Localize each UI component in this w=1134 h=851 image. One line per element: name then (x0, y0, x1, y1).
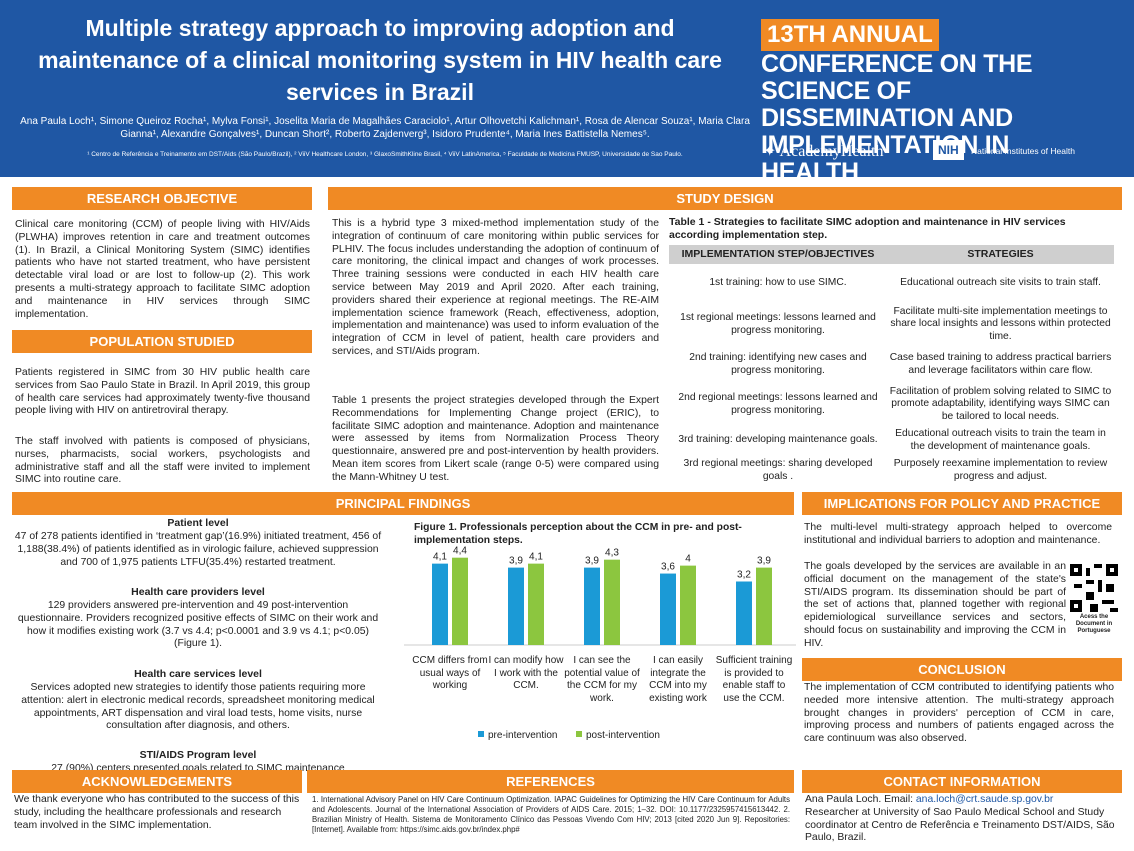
bar-pre-2 (584, 567, 600, 645)
study-design-text-1: This is a hybrid type 3 mixed-method imp… (332, 218, 659, 357)
bar-post-3 (680, 565, 696, 645)
population-text-2: The staff involved with patients is comp… (15, 436, 310, 486)
table1-strategy-cell: Facilitation of problem solving related … (889, 385, 1112, 422)
bar-post-1 (528, 563, 544, 645)
table1-row: 2nd training: identifying new cases and … (669, 346, 1114, 384)
bar-label: 3,9 (509, 556, 523, 567)
table1-row: 1st training: how to use SIMC. Educationa… (669, 264, 1114, 304)
legend-swatch (478, 731, 484, 737)
category-label: CCM differs from usual ways of working (412, 655, 487, 691)
patient-level-text: 47 of 278 patients identified in ‘treatm… (14, 531, 382, 568)
program-level-heading: STI/AIDS Program level (139, 749, 257, 761)
population-title: POPULATION STUDIED (12, 330, 312, 353)
figure1-chart: 4,1 4,4 CCM differs from usual ways of wor… (404, 546, 796, 741)
table1-strategy-cell: Facilitate multi-site implementation mee… (890, 305, 1111, 342)
bar-label: 4,3 (605, 548, 619, 559)
bar-post-2 (604, 559, 620, 645)
table1-strategy-cell: Educational outreach visits to train the… (895, 428, 1106, 452)
category-label: Sufficient training is provided to enabl… (716, 655, 793, 704)
contact-name: Ana Paula Loch. Email: (805, 794, 916, 805)
table1-header-step: IMPLEMENTATION STEP/OBJECTIVES (669, 245, 887, 264)
nih-logo: NIH (933, 140, 964, 160)
category-label: I can see the potential value of the CCM… (564, 655, 640, 704)
bar-pre-1 (508, 567, 524, 645)
research-objective-title: RESEARCH OBJECTIVE (12, 187, 312, 210)
providers-level-heading: Health care providers level (131, 586, 265, 598)
providers-level-text: 129 providers answered pre-intervention … (17, 600, 379, 650)
table1-step-cell: 3rd training: developing maintenance goa… (678, 434, 878, 446)
category-label: I can modify how I work with the CCM. (488, 655, 563, 691)
table1-caption: Table 1 - Strategies to facilitate SIMC … (669, 216, 1066, 241)
qr-code[interactable] (1070, 564, 1118, 612)
program-level-text: 27 (90%) centers presented goals related… (51, 763, 345, 771)
acknowledgements-title: ACKNOWLEDGEMENTS (12, 770, 302, 793)
legend-label: post-intervention (586, 730, 660, 741)
table1-step-cell: 3rd regional meetings: sharing developed… (683, 458, 873, 482)
implications-text-2: The goals developed by the services are … (804, 561, 1066, 649)
affiliations: ¹ Centro de Referência e Treinamento em … (87, 151, 683, 158)
bar-label: 4,1 (529, 552, 543, 563)
contact-text: Researcher at University of Sao Paulo Me… (805, 806, 1115, 844)
authors: Ana Paula Loch¹, Simone Queiroz Rocha¹, … (20, 116, 750, 140)
bar-post-0 (452, 557, 468, 645)
contact-title: CONTACT INFORMATION (802, 770, 1122, 793)
table1-strategy-cell: Case based training to address practical… (889, 352, 1112, 376)
services-level-text: Services adopted new strategies to ident… (21, 682, 375, 732)
references-title: REFERENCES (307, 770, 794, 793)
table1-row: 3rd training: developing maintenance goa… (669, 426, 1114, 456)
contact-email-link[interactable]: ana.loch@crt.saude.sp.gov.br (915, 794, 1054, 805)
bar-label: 4,1 (433, 552, 447, 563)
table1-row: 1st regional meetings: lessons learned a… (669, 304, 1114, 346)
table1-step-cell: 2nd training: identifying new cases and … (689, 352, 867, 376)
table1-header-strategies: STRATEGIES (887, 245, 1114, 264)
findings-title: PRINCIPAL FINDINGS (12, 492, 794, 515)
contact-info: Ana Paula Loch. Email: ana.loch@crt.saud… (805, 794, 1117, 845)
legend-label: pre-intervention (488, 730, 557, 741)
conclusion-text: The implementation of CCM contributed to… (804, 682, 1114, 745)
bar-label: 3,6 (661, 562, 675, 573)
implications-text-1: The multi-level multi-strategy approach … (804, 522, 1112, 546)
figure1-title: Figure 1. Professionals perception about… (414, 522, 742, 546)
conclusion-title: CONCLUSION (802, 658, 1122, 681)
bar-post-4 (756, 567, 772, 645)
sponsor-logos: ✦ AcademyHealth NIH National Institutes … (763, 139, 1123, 165)
population-text-1: Patients registered in SIMC from 30 HIV … (15, 367, 310, 417)
bar-label: 4 (685, 554, 691, 565)
nih-text: National Institutes of Health (971, 146, 1075, 156)
services-level-heading: Health care services level (134, 668, 262, 680)
research-objective-text: Clinical care monitoring (CCM) of people… (15, 219, 310, 320)
table1-strategy-cell: Educational outreach site visits to trai… (900, 277, 1101, 289)
patient-level-heading: Patient level (167, 517, 229, 529)
bar-label: 3,9 (757, 556, 771, 567)
poster-title: Multiple strategy approach to improving … (38, 15, 722, 105)
table1-row: 3rd regional meetings: sharing developed… (669, 456, 1114, 486)
references-text: 1. International Advisory Panel on HIV C… (312, 795, 790, 834)
academyhealth-logo: ✦ AcademyHealth (763, 143, 884, 160)
legend-swatch (576, 731, 582, 737)
strategies-table: IMPLEMENTATION STEP/OBJECTIVES STRATEGIE… (669, 245, 1114, 486)
bar-pre-4 (736, 581, 752, 645)
study-design-title: STUDY DESIGN (328, 187, 1122, 210)
qr-label: Acess the Document in Portuguese (1075, 614, 1113, 634)
bar-pre-3 (660, 573, 676, 645)
bar-label: 3,2 (737, 569, 751, 580)
implications-title: IMPLICATIONS FOR POLICY AND PRACTICE (802, 492, 1122, 515)
category-label: I can easily integrate the CCM into my e… (649, 655, 707, 704)
bar-label: 3,9 (585, 556, 599, 567)
bar-pre-0 (432, 563, 448, 645)
table1-step-cell: 2nd regional meetings: lessons learned a… (678, 392, 878, 416)
table1-step-cell: 1st regional meetings: lessons learned a… (680, 312, 876, 336)
table1-strategy-cell: Purposely reexamine implementation to re… (893, 458, 1108, 482)
bar-label: 4,4 (453, 546, 467, 557)
poster-header: Multiple strategy approach to improving … (0, 0, 1134, 186)
conference-title: CONFERENCE ON THE SCIENCE OF DISSEMINATI… (761, 50, 1033, 186)
table1-step-cell: 1st training: how to use SIMC. (709, 277, 847, 289)
conference-annual: 13TH ANNUAL (761, 19, 939, 51)
table1-row: 2nd regional meetings: lessons learned a… (669, 384, 1114, 426)
acknowledgements-text: We thank everyone who has contributed to… (14, 794, 300, 831)
study-design-text-2: Table 1 presents the project strategies … (332, 395, 659, 483)
